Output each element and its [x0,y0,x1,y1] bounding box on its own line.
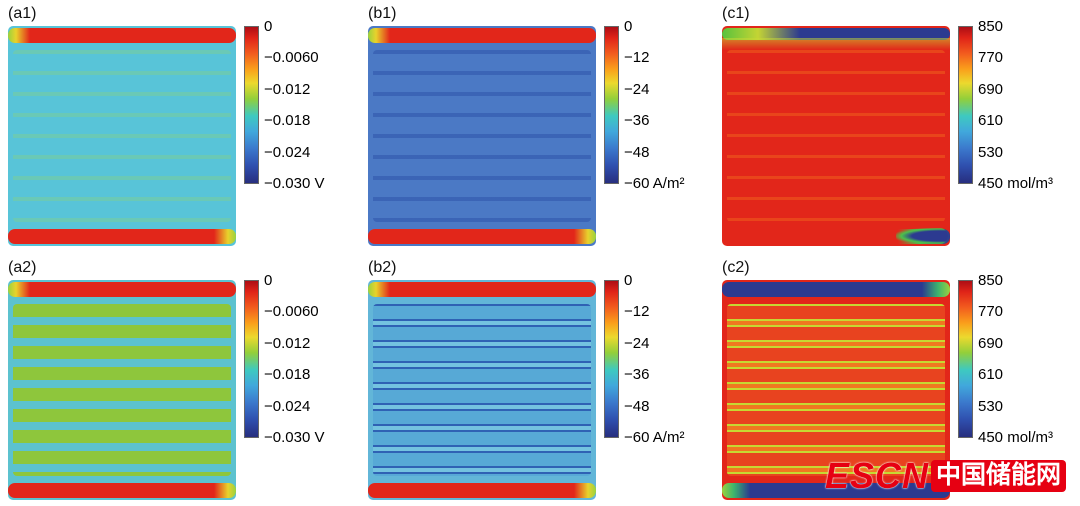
top-edge-band [368,28,596,43]
panel-label-b1: (b1) [368,5,397,22]
colorbar-tick: −0.024 [264,143,311,161]
panel-a1: (a1) 0 −0.0060 −0.012 −0.018 −0.024 −0.0… [8,4,324,246]
top-transition-band [722,38,950,50]
colorbar-group-b2: 0 −12 −24 −36 −48 −60 A/m² [604,273,684,445]
colorbar-tick: −24 [624,334,650,352]
panel-label-c2: (c2) [722,259,750,276]
colorbar-group-a1: 0 −0.0060 −0.012 −0.018 −0.024 −0.030 V [244,19,324,191]
colorbar-tick: −0.018 [264,112,311,130]
panel-label-a2: (a2) [8,259,37,276]
colorbar-tick: 0 [624,272,633,289]
colorbar-tick: 610 [978,112,1004,130]
colorbar-ticks-a2: 0 −0.0060 −0.012 −0.018 −0.024 −0.030 V [264,273,324,445]
colorbar-tick: 850 [978,18,1004,35]
colorbar-tick: −0.030 V [264,174,325,192]
contour-plot-a2 [8,280,236,500]
colorbar-ticks-a1: 0 −0.0060 −0.012 −0.018 −0.024 −0.030 V [264,19,324,191]
colorbar-tick: −0.012 [264,334,311,352]
contour-plot-c2 [722,280,950,500]
colorbar-tick: 0 [264,272,273,289]
colorbar-tick: 0 [624,18,633,35]
colorbar-ticks-b1: 0 −12 −24 −36 −48 −60 A/m² [624,19,684,191]
contour-plot-b2 [368,280,596,500]
colorbar-a1 [244,26,259,184]
outlet-corner-blob [896,228,948,244]
panel-b1: (b1) 0 −12 −24 −36 −48 −60 A/m² [368,4,684,246]
colorbar-ticks-b2: 0 −12 −24 −36 −48 −60 A/m² [624,273,684,445]
colorbar-ticks-c2: 850 770 690 610 530 450 mol/m³ [978,273,1053,445]
colorbar-tick: 530 [978,143,1004,161]
serpentine-pattern [373,304,591,476]
bottom-edge-band [368,229,596,244]
colorbar-tick: −24 [624,80,650,98]
colorbar-b2 [604,280,619,438]
colorbar-ticks-c1: 850 770 690 610 530 450 mol/m³ [978,19,1053,191]
top-edge-band [8,282,236,297]
panel-label-b2: (b2) [368,259,397,276]
contour-plot-b1 [368,26,596,246]
colorbar-tick: −12 [624,303,650,321]
colorbar-tick: −60 A/m² [624,428,685,446]
colorbar-tick: −36 [624,112,650,130]
panel-a2: (a2) 0 −0.0060 −0.012 −0.018 −0.024 −0.0… [8,258,324,500]
serpentine-pattern [727,304,945,476]
colorbar-c2 [958,280,973,438]
top-edge-band [722,282,950,297]
panel-c2: (c2) 850 770 690 610 530 450 mol/m³ [722,258,1053,500]
watermark: ESCN 中国储能网 [825,455,1066,497]
colorbar-tick: −0.018 [264,366,311,384]
top-edge-band [368,282,596,297]
serpentine-pattern [373,50,591,222]
colorbar-tick: −0.012 [264,80,311,98]
colorbar-tick: −36 [624,366,650,384]
colorbar-tick: 450 mol/m³ [978,174,1054,192]
watermark-site-text: 中国储能网 [930,460,1066,492]
colorbar-tick: 690 [978,80,1004,98]
bottom-edge-band [368,483,596,498]
colorbar-tick: 850 [978,272,1004,289]
colorbar-tick: −60 A/m² [624,174,685,192]
colorbar-group-a2: 0 −0.0060 −0.012 −0.018 −0.024 −0.030 V [244,273,324,445]
colorbar-tick: 610 [978,366,1004,384]
colorbar-c1 [958,26,973,184]
contour-plot-c1 [722,26,950,246]
colorbar-tick: −48 [624,397,650,415]
top-edge-band [8,28,236,43]
panel-label-a1: (a1) [8,5,37,22]
serpentine-pattern [727,50,945,222]
colorbar-tick: 450 mol/m³ [978,428,1054,446]
top-edge-band [722,28,950,40]
serpentine-pattern [13,304,231,476]
colorbar-tick: 690 [978,334,1004,352]
colorbar-tick: 0 [264,18,273,35]
panel-label-c1: (c1) [722,5,750,22]
colorbar-tick: −0.0060 [264,49,319,67]
colorbar-tick: 770 [978,303,1004,321]
bottom-edge-band [8,483,236,498]
colorbar-tick: −0.024 [264,397,311,415]
bottom-edge-band [722,229,950,244]
colorbar-tick: 770 [978,49,1004,67]
bottom-edge-band [722,483,950,498]
colorbar-tick: 530 [978,397,1004,415]
bottom-edge-band [8,229,236,244]
serpentine-pattern [13,50,231,222]
colorbar-b1 [604,26,619,184]
colorbar-tick: −48 [624,143,650,161]
colorbar-group-c2: 850 770 690 610 530 450 mol/m³ [958,273,1053,445]
colorbar-group-c1: 850 770 690 610 530 450 mol/m³ [958,19,1053,191]
colorbar-a2 [244,280,259,438]
colorbar-tick: −12 [624,49,650,67]
colorbar-tick: −0.0060 [264,303,319,321]
watermark-logo-text: ESCN [824,455,929,496]
panel-b2: (b2) 0 −12 −24 −36 −48 −60 A/m² [368,258,684,500]
colorbar-group-b1: 0 −12 −24 −36 −48 −60 A/m² [604,19,684,191]
colorbar-tick: −0.030 V [264,428,325,446]
contour-plot-a1 [8,26,236,246]
panel-c1: (c1) 850 770 690 610 530 450 mol/m³ [722,4,1053,246]
